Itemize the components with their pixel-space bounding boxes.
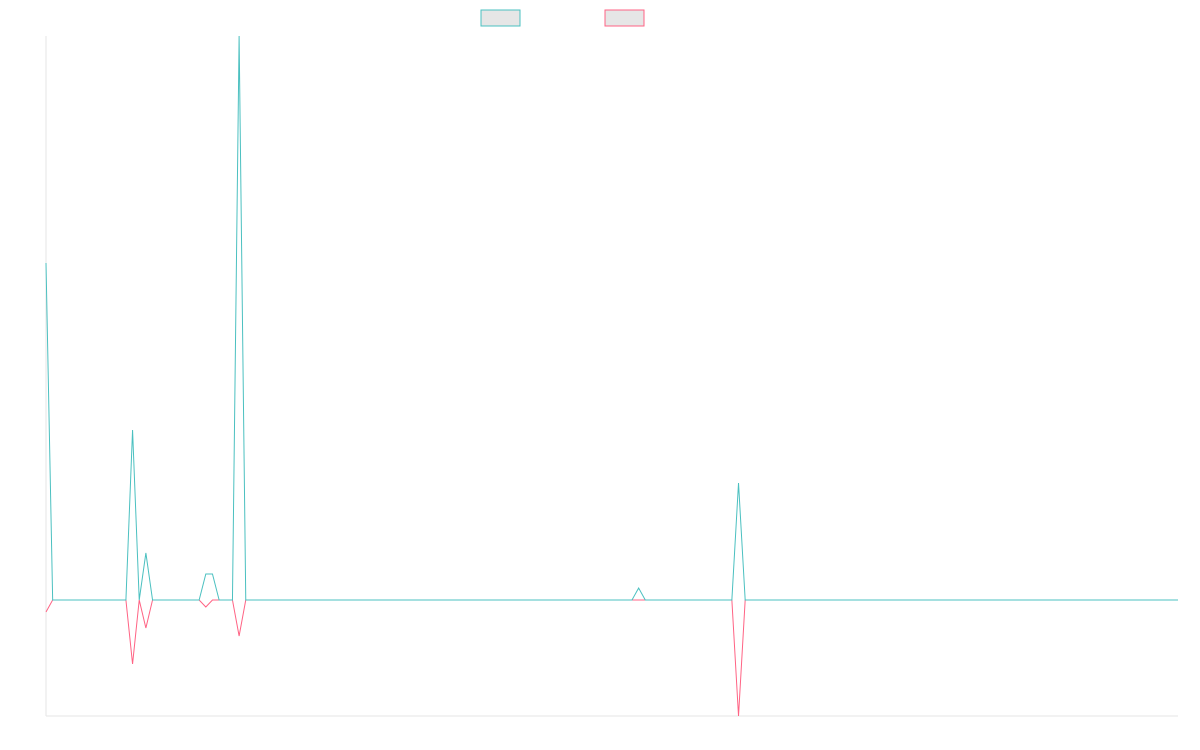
- legend-swatch[interactable]: [480, 9, 521, 27]
- series-line: [45, 35, 1178, 601]
- legend-swatch[interactable]: [604, 9, 645, 27]
- series-line: [45, 599, 1178, 717]
